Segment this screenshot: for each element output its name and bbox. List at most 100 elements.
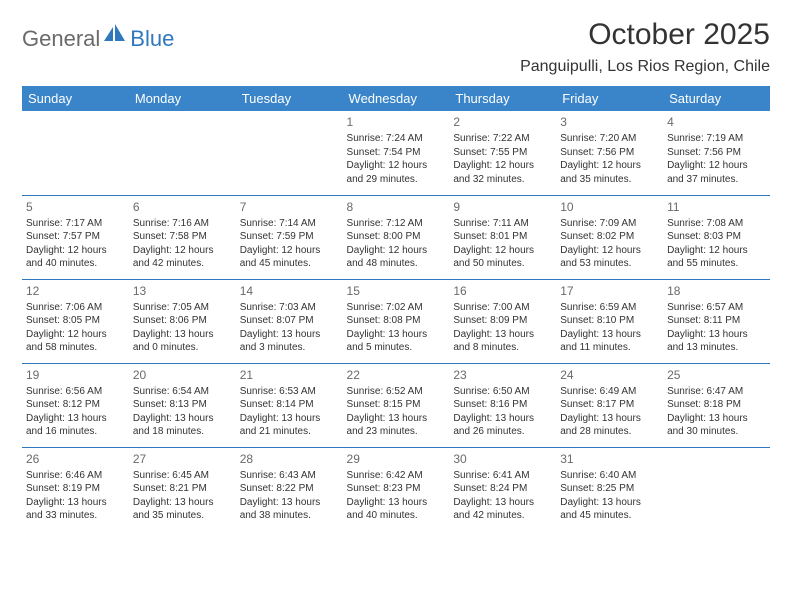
logo: General Blue <box>22 18 174 53</box>
day-number: 11 <box>667 199 766 215</box>
sunrise-line: Sunrise: 7:09 AM <box>560 217 659 231</box>
day-number: 5 <box>26 199 125 215</box>
calendar-day-cell: 20Sunrise: 6:54 AMSunset: 8:13 PMDayligh… <box>129 363 236 447</box>
day-number: 8 <box>347 199 446 215</box>
sunset-line: Sunset: 8:01 PM <box>453 230 552 244</box>
calendar-day-cell: 10Sunrise: 7:09 AMSunset: 8:02 PMDayligh… <box>556 195 663 279</box>
calendar-week-row: 19Sunrise: 6:56 AMSunset: 8:12 PMDayligh… <box>22 363 770 447</box>
daylight-line: Daylight: 12 hours and 35 minutes. <box>560 159 659 186</box>
sunrise-line: Sunrise: 7:19 AM <box>667 132 766 146</box>
sunset-line: Sunset: 8:19 PM <box>26 482 125 496</box>
day-number: 30 <box>453 451 552 467</box>
calendar-day-cell: 12Sunrise: 7:06 AMSunset: 8:05 PMDayligh… <box>22 279 129 363</box>
day-number: 27 <box>133 451 232 467</box>
calendar-day-cell: 22Sunrise: 6:52 AMSunset: 8:15 PMDayligh… <box>343 363 450 447</box>
sunset-line: Sunset: 8:16 PM <box>453 398 552 412</box>
day-number: 7 <box>240 199 339 215</box>
calendar-day-cell: 31Sunrise: 6:40 AMSunset: 8:25 PMDayligh… <box>556 447 663 531</box>
logo-sail-icon <box>104 24 126 47</box>
sunset-line: Sunset: 8:17 PM <box>560 398 659 412</box>
sunrise-line: Sunrise: 6:52 AM <box>347 385 446 399</box>
sunrise-line: Sunrise: 6:54 AM <box>133 385 232 399</box>
sunset-line: Sunset: 8:22 PM <box>240 482 339 496</box>
calendar-day-cell: 9Sunrise: 7:11 AMSunset: 8:01 PMDaylight… <box>449 195 556 279</box>
daylight-line: Daylight: 13 hours and 13 minutes. <box>667 328 766 355</box>
daylight-line: Daylight: 13 hours and 40 minutes. <box>347 496 446 523</box>
weekday-header: Saturday <box>663 86 770 111</box>
daylight-line: Daylight: 13 hours and 21 minutes. <box>240 412 339 439</box>
calendar-day-cell: 11Sunrise: 7:08 AMSunset: 8:03 PMDayligh… <box>663 195 770 279</box>
daylight-line: Daylight: 12 hours and 50 minutes. <box>453 244 552 271</box>
sunset-line: Sunset: 7:54 PM <box>347 146 446 160</box>
day-number: 22 <box>347 367 446 383</box>
sunset-line: Sunset: 8:05 PM <box>26 314 125 328</box>
sunrise-line: Sunrise: 7:22 AM <box>453 132 552 146</box>
weekday-header: Wednesday <box>343 86 450 111</box>
calendar-day-cell: 13 Sunrise: 7:05 AMSunset: 8:06 PMDayligh… <box>129 279 236 363</box>
sunset-line: Sunset: 8:10 PM <box>560 314 659 328</box>
calendar-day-cell: 8Sunrise: 7:12 AMSunset: 8:00 PMDaylight… <box>343 195 450 279</box>
weekday-header: Thursday <box>449 86 556 111</box>
day-number: 13 <box>133 283 232 299</box>
daylight-line: Daylight: 13 hours and 11 minutes. <box>560 328 659 355</box>
sunrise-line: Sunrise: 7:11 AM <box>453 217 552 231</box>
sunset-line: Sunset: 7:56 PM <box>667 146 766 160</box>
day-number: 26 <box>26 451 125 467</box>
sunset-line: Sunset: 7:59 PM <box>240 230 339 244</box>
sunrise-line: Sunrise: 6:40 AM <box>560 469 659 483</box>
calendar-week-row: 12Sunrise: 7:06 AMSunset: 8:05 PMDayligh… <box>22 279 770 363</box>
sunrise-line: Sunrise: 6:41 AM <box>453 469 552 483</box>
calendar-day-cell: 16Sunrise: 7:00 AMSunset: 8:09 PMDayligh… <box>449 279 556 363</box>
daylight-line: Daylight: 13 hours and 23 minutes. <box>347 412 446 439</box>
calendar-day-cell <box>663 447 770 531</box>
title-block: October 2025 Panguipulli, Los Rios Regio… <box>520 18 770 76</box>
sunset-line: Sunset: 8:25 PM <box>560 482 659 496</box>
sunrise-line: Sunrise: 7:00 AM <box>453 301 552 315</box>
sunset-line: Sunset: 8:00 PM <box>347 230 446 244</box>
weekday-header: Sunday <box>22 86 129 111</box>
calendar-day-cell: 6Sunrise: 7:16 AMSunset: 7:58 PMDaylight… <box>129 195 236 279</box>
day-number: 3 <box>560 114 659 130</box>
sunrise-line: Sunrise: 7:05 AM <box>133 301 232 315</box>
day-number: 21 <box>240 367 339 383</box>
sunset-line: Sunset: 7:56 PM <box>560 146 659 160</box>
day-number: 18 <box>667 283 766 299</box>
weekday-header: Tuesday <box>236 86 343 111</box>
day-number: 6 <box>133 199 232 215</box>
daylight-line: Daylight: 13 hours and 0 minutes. <box>133 328 232 355</box>
daylight-line: Daylight: 12 hours and 29 minutes. <box>347 159 446 186</box>
calendar-week-row: 1Sunrise: 7:24 AMSunset: 7:54 PMDaylight… <box>22 111 770 195</box>
sunset-line: Sunset: 8:06 PM <box>133 314 232 328</box>
sunset-line: Sunset: 7:55 PM <box>453 146 552 160</box>
day-number: 19 <box>26 367 125 383</box>
calendar-day-cell <box>236 111 343 195</box>
header: General Blue October 2025 Panguipulli, L… <box>22 18 770 76</box>
calendar-day-cell: 7Sunrise: 7:14 AMSunset: 7:59 PMDaylight… <box>236 195 343 279</box>
daylight-line: Daylight: 13 hours and 33 minutes. <box>26 496 125 523</box>
day-number: 2 <box>453 114 552 130</box>
calendar-day-cell: 26Sunrise: 6:46 AMSunset: 8:19 PMDayligh… <box>22 447 129 531</box>
sunrise-line: Sunrise: 6:43 AM <box>240 469 339 483</box>
calendar-day-cell: 17Sunrise: 6:59 AMSunset: 8:10 PMDayligh… <box>556 279 663 363</box>
calendar-day-cell: 21Sunrise: 6:53 AMSunset: 8:14 PMDayligh… <box>236 363 343 447</box>
sunrise-line: Sunrise: 6:59 AM <box>560 301 659 315</box>
sunset-line: Sunset: 8:18 PM <box>667 398 766 412</box>
daylight-line: Daylight: 12 hours and 48 minutes. <box>347 244 446 271</box>
sunset-line: Sunset: 8:24 PM <box>453 482 552 496</box>
sunrise-line: Sunrise: 7:03 AM <box>240 301 339 315</box>
calendar-day-cell: 24Sunrise: 6:49 AMSunset: 8:17 PMDayligh… <box>556 363 663 447</box>
daylight-line: Daylight: 13 hours and 42 minutes. <box>453 496 552 523</box>
sunrise-line: Sunrise: 7:24 AM <box>347 132 446 146</box>
sunrise-line: Sunrise: 7:06 AM <box>26 301 125 315</box>
day-number: 29 <box>347 451 446 467</box>
day-number: 14 <box>240 283 339 299</box>
calendar-day-cell: 1Sunrise: 7:24 AMSunset: 7:54 PMDaylight… <box>343 111 450 195</box>
day-number: 20 <box>133 367 232 383</box>
weekday-header: Monday <box>129 86 236 111</box>
daylight-line: Daylight: 13 hours and 3 minutes. <box>240 328 339 355</box>
sunset-line: Sunset: 8:02 PM <box>560 230 659 244</box>
sunset-line: Sunset: 8:11 PM <box>667 314 766 328</box>
calendar-day-cell: 23Sunrise: 6:50 AMSunset: 8:16 PMDayligh… <box>449 363 556 447</box>
calendar-day-cell: 27Sunrise: 6:45 AMSunset: 8:21 PMDayligh… <box>129 447 236 531</box>
sunrise-line: Sunrise: 6:50 AM <box>453 385 552 399</box>
